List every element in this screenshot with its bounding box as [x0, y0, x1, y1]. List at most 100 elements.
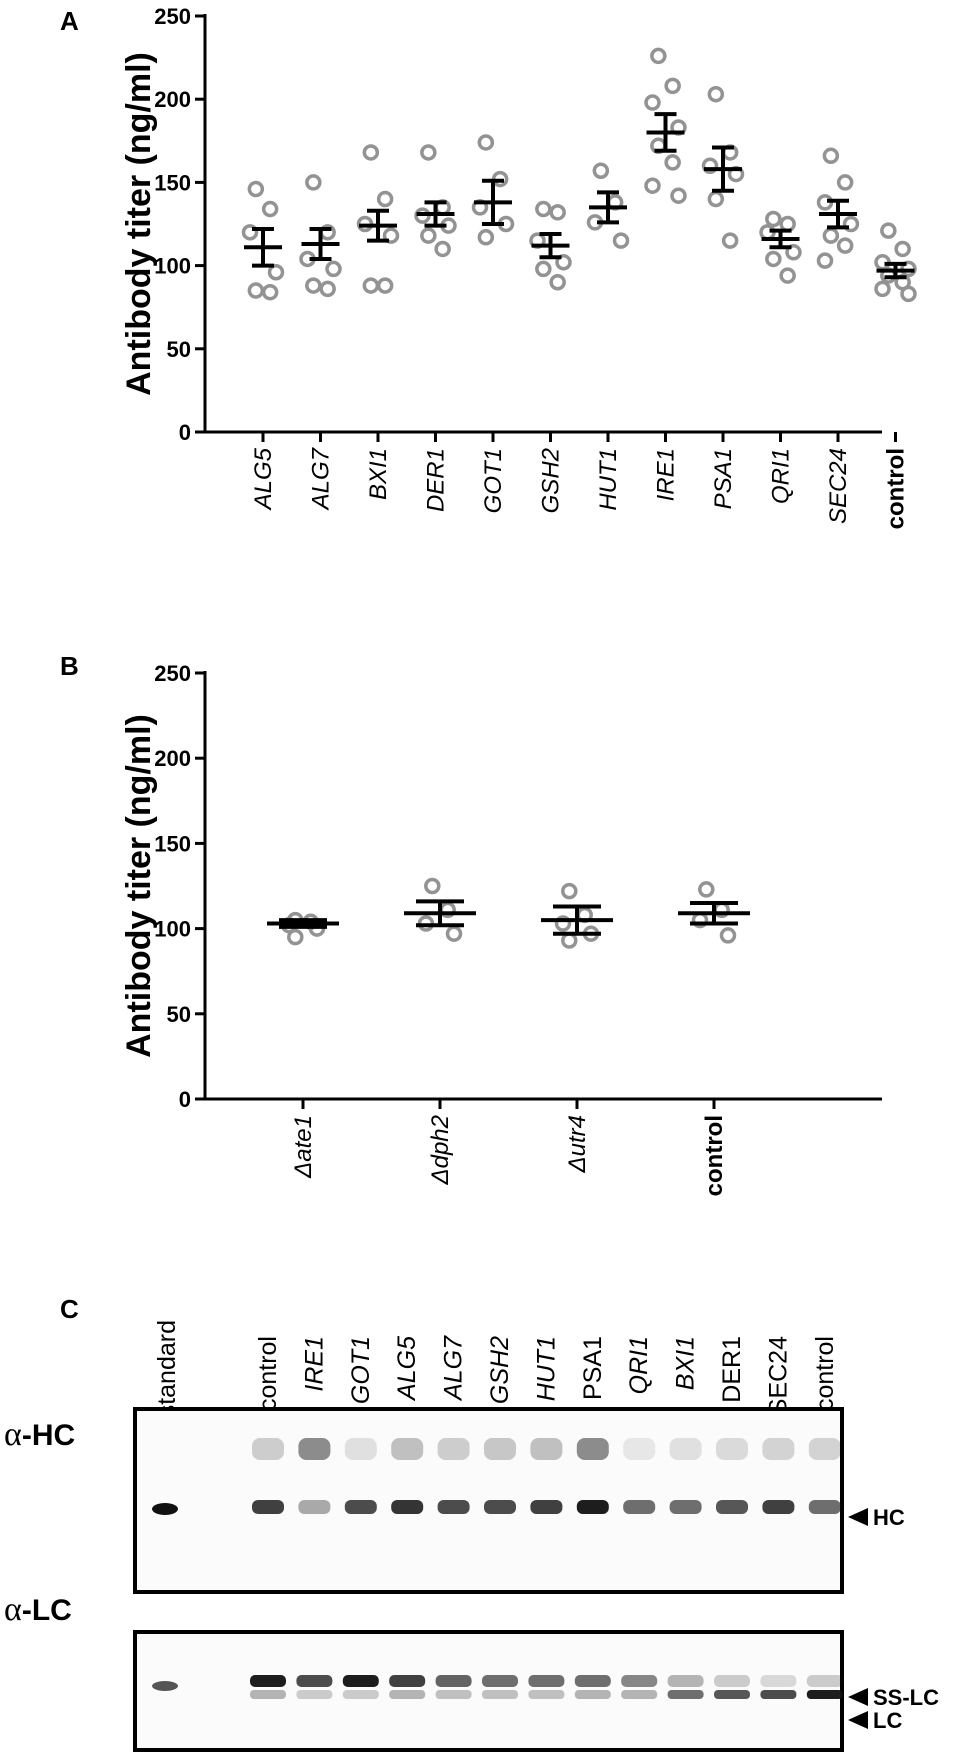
band-ss-lc [435, 1675, 472, 1687]
band-lc [760, 1690, 797, 1699]
data-point [555, 254, 572, 271]
data-point [836, 174, 854, 191]
band-hc-upper [252, 1438, 284, 1460]
y-tick-label: 150 [154, 831, 191, 856]
data-point [287, 928, 304, 946]
band-ss-lc [482, 1675, 518, 1687]
blot-antibody-label: α-HC [4, 1416, 75, 1453]
category-label: Δate1 [290, 1115, 317, 1179]
band-arrow-label: SS-LC [873, 1685, 939, 1710]
band-arrow-label: LC [873, 1708, 902, 1733]
data-point [549, 204, 566, 221]
data-point [477, 229, 495, 246]
band-hc-upper [762, 1438, 795, 1460]
category-label: Δdph2 [427, 1115, 454, 1186]
lane-label: GOT1 [347, 1336, 375, 1404]
band-lc [528, 1690, 565, 1699]
band-hc [391, 1500, 424, 1514]
data-point [434, 240, 451, 258]
category-label: SEC24 [825, 448, 852, 524]
category-label: Δutr4 [564, 1115, 591, 1173]
band-hc-upper [669, 1438, 702, 1460]
data-point [836, 237, 854, 254]
band-ss-lc [389, 1675, 426, 1687]
panel-a-axes: 0 50 100 150 200 250 Antibody titer (ng/ml) [120, 4, 897, 445]
band-hc-upper [391, 1438, 424, 1460]
data-point [261, 283, 279, 301]
data-point [305, 277, 322, 294]
data-point [765, 250, 782, 268]
band-hc-upper [484, 1438, 516, 1460]
data-point [376, 190, 394, 208]
band-standard [152, 1503, 178, 1515]
data-point [305, 174, 322, 191]
data-point [561, 882, 578, 900]
band-lc [435, 1690, 472, 1699]
data-point [650, 47, 667, 65]
category-label: IRE1 [653, 448, 680, 501]
category-label: ALG5 [250, 447, 277, 511]
y-tick-label: 250 [154, 661, 191, 686]
data-point [261, 200, 279, 218]
y-tick-label: 50 [167, 1002, 191, 1027]
band-arrow-label: HC [873, 1505, 905, 1530]
data-point [880, 222, 897, 239]
data-point [420, 227, 437, 244]
data-point [376, 277, 394, 294]
band-lc [389, 1690, 426, 1699]
band-arrow [848, 1688, 868, 1706]
panel-c-lane-labels: standard control IRE1 GOT1 ALG5 ALG7 GSH2 HUT1 P… [153, 1320, 839, 1417]
band-lc [342, 1690, 379, 1699]
data-point [554, 915, 572, 932]
lane-label: control [254, 1336, 282, 1411]
band-hc-upper [344, 1438, 377, 1460]
y-tick-label: 200 [154, 87, 191, 112]
band-arrow [848, 1711, 868, 1729]
band-ss-lc [621, 1675, 658, 1687]
lane-label: BXI1 [672, 1336, 700, 1390]
band-hc [484, 1500, 516, 1514]
category-label: PSA1 [710, 448, 737, 509]
alpha-symbol: α [4, 1591, 22, 1628]
lane-label: HUT1 [532, 1336, 560, 1401]
blot-antibody-label: α-LC [4, 1591, 72, 1628]
data-point [707, 85, 725, 103]
band-hc [437, 1500, 470, 1514]
lane-label: IRE1 [300, 1336, 328, 1392]
lane-label-standard: standard [153, 1320, 181, 1417]
lane-label: ALG7 [440, 1335, 468, 1402]
band-ss-lc [342, 1675, 379, 1687]
band-lc [667, 1690, 704, 1699]
band-hc-upper [530, 1438, 563, 1460]
data-point [765, 210, 782, 228]
band-lc [621, 1690, 658, 1699]
band-hc [762, 1500, 795, 1514]
band-hc [623, 1500, 656, 1514]
data-point [612, 232, 630, 249]
lane-label: GSH2 [486, 1336, 514, 1404]
data-point [874, 280, 891, 298]
panel-b-axes: 0 50 100 150 200 250 Antibody titer (ng/ml) [120, 661, 882, 1112]
lane-label: SEC24 [764, 1336, 792, 1415]
band-ss-lc [760, 1675, 797, 1687]
blot-hc: α-HC HC [4, 1407, 905, 1594]
lane-label: PSA1 [579, 1336, 607, 1400]
lane-label: QRI1 [625, 1336, 653, 1394]
data-point [247, 180, 265, 198]
data-point [707, 190, 725, 208]
category-label: QRI1 [768, 448, 795, 504]
band-standard [152, 1681, 178, 1691]
panel-a-category-labels: ALG5 ALG7 BXI1 DER1 GOT1 GSH2 HUT1 IRE1 PSA1 QRI1… [250, 446, 910, 529]
band-hc-upper [623, 1438, 656, 1460]
band-hc [252, 1500, 284, 1514]
data-point [592, 162, 610, 180]
data-point [644, 94, 661, 111]
band-lc [250, 1690, 286, 1699]
band-lc [714, 1690, 750, 1699]
band-hc [576, 1500, 609, 1514]
band-hc [808, 1500, 841, 1514]
